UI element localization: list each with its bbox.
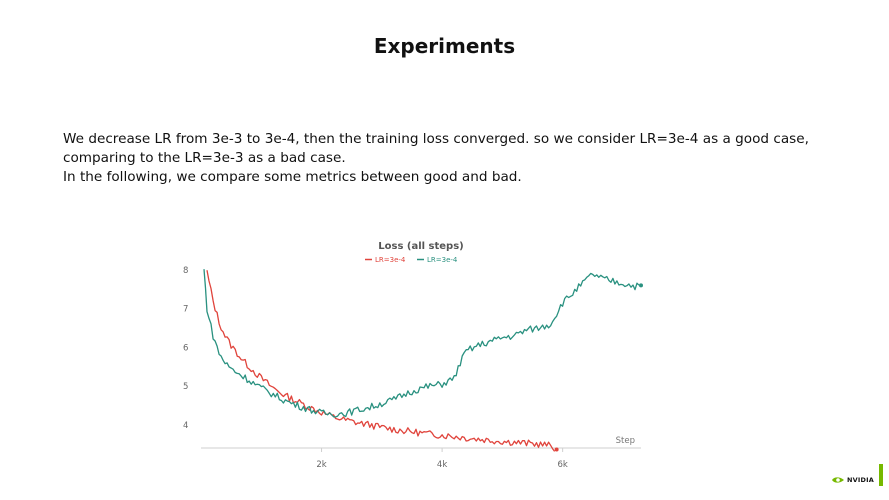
body-paragraph-2: In the following, we compare some metric… — [63, 169, 522, 185]
slide-title: Experiments — [373, 34, 516, 58]
brand-accent-bar — [879, 464, 883, 486]
legend-label-2: LR=3e-4 — [427, 256, 458, 264]
nvidia-eye-icon — [832, 477, 844, 483]
body-paragraph-1: We decrease LR from 3e-3 to 3e-4, then t… — [63, 131, 809, 166]
x-tick-label: 6k — [557, 460, 567, 470]
y-tick-label: 6 — [183, 343, 188, 353]
y-tick-label: 8 — [183, 266, 188, 276]
y-tick-label: 7 — [183, 305, 188, 315]
series-end-point-2 — [639, 283, 643, 288]
x-tick-label: 2k — [316, 460, 326, 470]
y-tick-label: 4 — [183, 421, 188, 431]
chart-title: Loss (all steps) — [378, 241, 463, 252]
y-tick-label: 5 — [183, 382, 188, 392]
series-line-1 — [206, 270, 556, 452]
series-raw-line-1 — [206, 270, 556, 452]
series-line-2 — [203, 269, 640, 418]
slide-body: We decrease LR from 3e-3 to 3e-4, then t… — [63, 130, 853, 187]
x-axis-label: Step — [616, 436, 635, 446]
nvidia-logo: NVIDIA — [832, 476, 874, 484]
x-tick-label: 4k — [437, 460, 447, 470]
legend-label-1: LR=3e-4 — [375, 256, 406, 264]
nvidia-wordmark: NVIDIA — [847, 476, 874, 484]
series-end-point-1 — [554, 447, 559, 452]
